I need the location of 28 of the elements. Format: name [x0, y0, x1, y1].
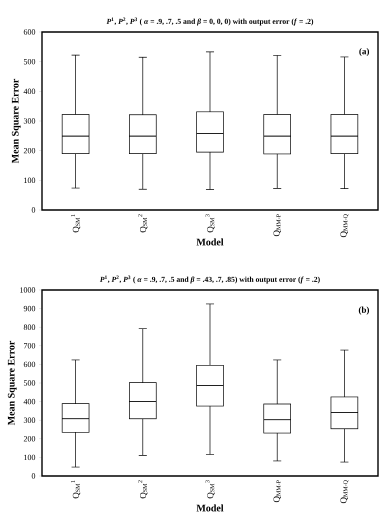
- x-axis-title: Model: [196, 504, 224, 512]
- y-tick-label: 0: [32, 207, 36, 213]
- annotation: (a): [359, 48, 370, 56]
- y-tick-label: 500: [24, 58, 36, 64]
- y-tick-label: 0: [32, 473, 36, 479]
- y-tick-label: 1000: [20, 287, 36, 293]
- y-tick-label: 800: [24, 324, 36, 330]
- y-axis-title: Mean Square Error: [12, 78, 21, 164]
- x-axis-title: Model: [196, 238, 224, 246]
- y-tick-label: 700: [24, 343, 36, 349]
- y-tick-label: 100: [24, 454, 36, 460]
- y-tick-label: 400: [24, 398, 36, 404]
- x-tick-label: Q$_{MM-P}$: [273, 480, 281, 502]
- y-tick-label: 100: [24, 178, 36, 184]
- x-tick-label: Q$_{MM-P}$: [273, 214, 281, 236]
- y-tick-label: 200: [24, 436, 36, 442]
- x-tick-label: Q$_{MM-Q}$: [340, 480, 348, 504]
- y-tick-label: 500: [24, 380, 36, 386]
- y-tick-label: 600: [24, 29, 36, 35]
- y-tick-label: 900: [24, 306, 36, 312]
- y-tick-label: 600: [24, 362, 36, 368]
- x-tick-label: Q$_{MM-Q}$: [340, 214, 348, 238]
- y-axis-title: Mean Square Error: [8, 340, 17, 426]
- y-tick-label: 200: [24, 148, 36, 154]
- y-tick-label: 300: [24, 118, 36, 124]
- y-tick-label: 400: [24, 88, 36, 94]
- y-tick-label: 300: [24, 418, 36, 423]
- annotation: (b): [358, 306, 370, 315]
